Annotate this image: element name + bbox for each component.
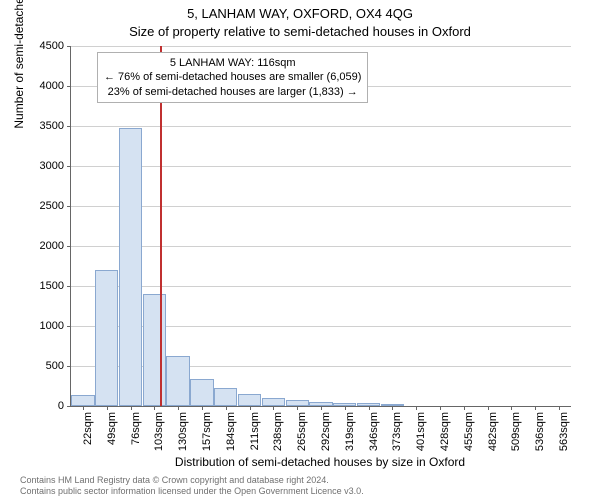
x-tick-mark	[345, 406, 346, 410]
x-tick-label: 346sqm	[368, 412, 380, 462]
y-tick-label: 3000	[24, 160, 64, 172]
grid-line	[71, 46, 571, 47]
histogram-bar	[119, 128, 142, 406]
y-tick-mark	[67, 166, 71, 167]
x-tick-mark	[131, 406, 132, 410]
x-tick-mark	[488, 406, 489, 410]
y-tick-mark	[67, 86, 71, 87]
histogram-bar	[143, 294, 166, 406]
y-tick-label: 4000	[24, 80, 64, 92]
histogram-bar	[214, 388, 237, 406]
x-tick-label: 265sqm	[296, 412, 308, 462]
grid-line	[71, 126, 571, 127]
chart-title-line1: 5, LANHAM WAY, OXFORD, OX4 4QG	[0, 6, 600, 21]
x-tick-label: 482sqm	[487, 412, 499, 462]
x-tick-label: 76sqm	[130, 412, 142, 462]
x-tick-mark	[178, 406, 179, 410]
x-tick-label: 49sqm	[106, 412, 118, 462]
x-tick-label: 455sqm	[463, 412, 475, 462]
footer-line1: Contains HM Land Registry data © Crown c…	[20, 475, 364, 486]
histogram-bar	[71, 395, 94, 406]
x-tick-mark	[273, 406, 274, 410]
grid-line	[71, 166, 571, 167]
x-tick-label: 184sqm	[225, 412, 237, 462]
x-tick-label: 103sqm	[153, 412, 165, 462]
x-tick-label: 563sqm	[558, 412, 570, 462]
y-tick-mark	[67, 286, 71, 287]
annotation-line1: 5 LANHAM WAY: 116sqm	[104, 56, 361, 70]
x-tick-label: 536sqm	[534, 412, 546, 462]
x-tick-mark	[250, 406, 251, 410]
x-tick-mark	[559, 406, 560, 410]
histogram-bar	[190, 379, 213, 406]
y-tick-mark	[67, 46, 71, 47]
x-tick-mark	[321, 406, 322, 410]
annotation-line2: ← 76% of semi-detached houses are smalle…	[104, 70, 361, 84]
grid-line	[71, 246, 571, 247]
chart-title-line2: Size of property relative to semi-detach…	[0, 24, 600, 39]
x-tick-label: 238sqm	[272, 412, 284, 462]
y-tick-mark	[67, 366, 71, 367]
x-tick-mark	[464, 406, 465, 410]
y-tick-mark	[67, 126, 71, 127]
y-tick-mark	[67, 206, 71, 207]
histogram-bar	[238, 394, 261, 406]
x-tick-mark	[369, 406, 370, 410]
x-tick-label: 157sqm	[201, 412, 213, 462]
y-tick-label: 500	[24, 360, 64, 372]
chart-container: 5, LANHAM WAY, OXFORD, OX4 4QG Size of p…	[0, 0, 600, 500]
y-axis-label: Number of semi-detached properties	[12, 0, 26, 129]
y-tick-label: 1500	[24, 280, 64, 292]
x-tick-label: 130sqm	[177, 412, 189, 462]
x-tick-mark	[83, 406, 84, 410]
x-tick-label: 509sqm	[510, 412, 522, 462]
x-tick-label: 428sqm	[439, 412, 451, 462]
histogram-bar	[95, 270, 118, 406]
x-tick-mark	[440, 406, 441, 410]
x-tick-label: 211sqm	[249, 412, 261, 462]
y-tick-mark	[67, 246, 71, 247]
histogram-bar	[166, 356, 189, 406]
x-tick-mark	[226, 406, 227, 410]
footer-line2: Contains public sector information licen…	[20, 486, 364, 497]
x-tick-mark	[154, 406, 155, 410]
x-tick-mark	[297, 406, 298, 410]
y-tick-label: 2500	[24, 200, 64, 212]
y-tick-label: 4500	[24, 40, 64, 52]
grid-line	[71, 286, 571, 287]
x-tick-mark	[535, 406, 536, 410]
y-tick-label: 0	[24, 400, 64, 412]
x-tick-mark	[511, 406, 512, 410]
y-tick-mark	[67, 326, 71, 327]
y-tick-mark	[67, 406, 71, 407]
annotation-line3: 23% of semi-detached houses are larger (…	[104, 85, 361, 99]
y-tick-label: 3500	[24, 120, 64, 132]
x-tick-label: 292sqm	[320, 412, 332, 462]
grid-line	[71, 206, 571, 207]
y-tick-label: 2000	[24, 240, 64, 252]
x-tick-mark	[202, 406, 203, 410]
y-tick-label: 1000	[24, 320, 64, 332]
x-tick-label: 373sqm	[391, 412, 403, 462]
plot-area: 5 LANHAM WAY: 116sqm ← 76% of semi-detac…	[70, 46, 571, 407]
x-tick-label: 22sqm	[82, 412, 94, 462]
footer-attribution: Contains HM Land Registry data © Crown c…	[20, 475, 364, 497]
histogram-bar	[262, 398, 285, 406]
x-tick-label: 401sqm	[415, 412, 427, 462]
x-tick-mark	[392, 406, 393, 410]
x-tick-mark	[107, 406, 108, 410]
annotation-box: 5 LANHAM WAY: 116sqm ← 76% of semi-detac…	[97, 52, 368, 103]
x-tick-mark	[416, 406, 417, 410]
x-tick-label: 319sqm	[344, 412, 356, 462]
